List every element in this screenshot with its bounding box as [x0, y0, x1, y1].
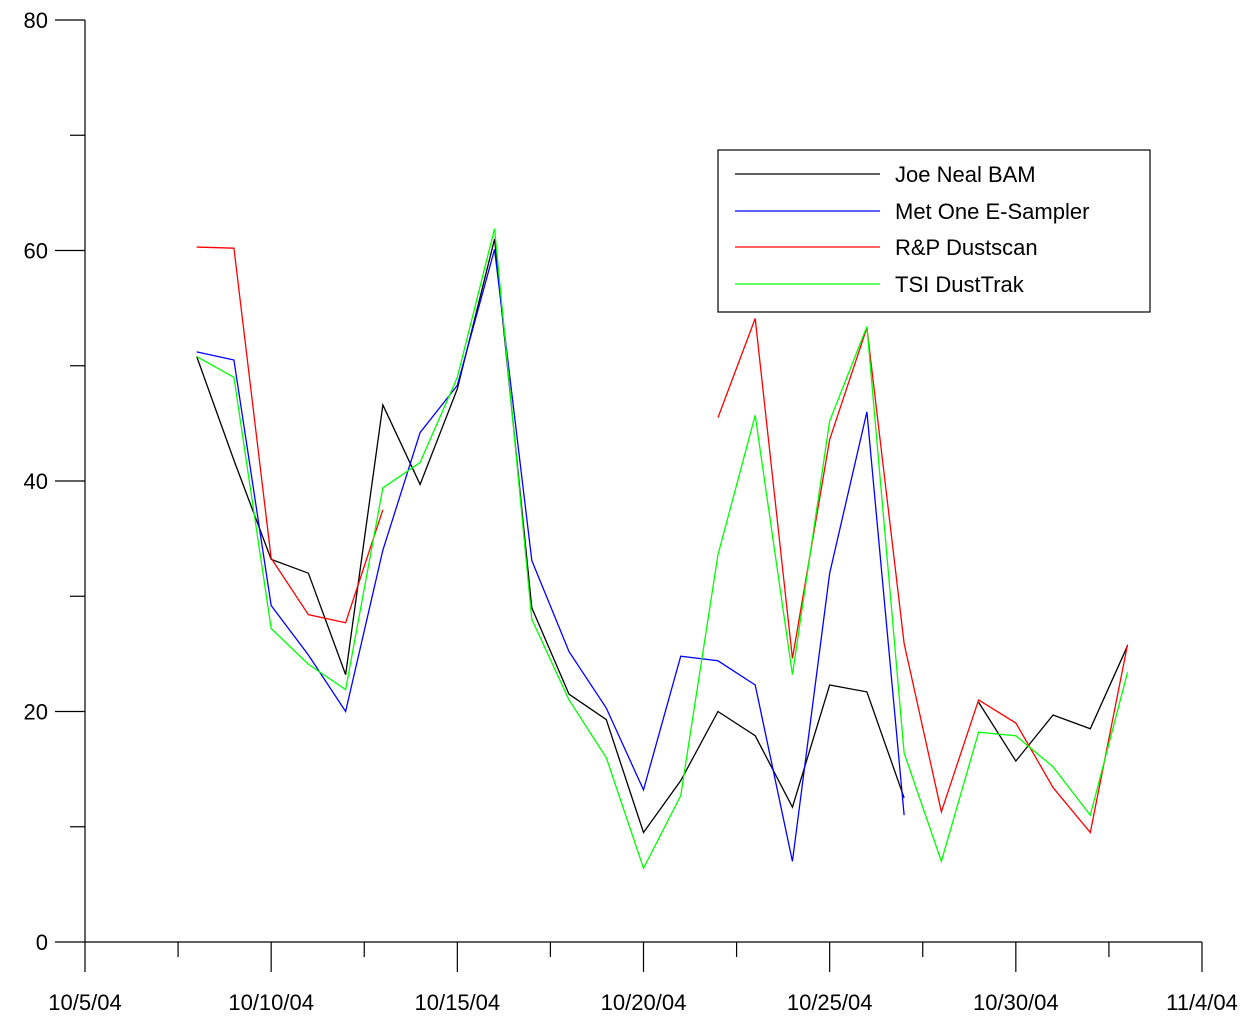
y-tick-label: 60 [24, 239, 48, 264]
series-line-tsi-dusttrak [196, 228, 1129, 870]
series-lines [196, 228, 1129, 870]
legend-label: Joe Neal BAM [895, 162, 1036, 187]
x-tick-label: 10/25/04 [787, 990, 873, 1015]
legend-label: R&P Dustscan [895, 235, 1038, 260]
series-line-joe-neal-bam [196, 238, 1129, 834]
series-line-r-p-dustscan [196, 246, 1129, 834]
legend: Joe Neal BAM Met One E-Sampler R&P Dustsca… [717, 149, 1151, 313]
x-axis-ticks: 10/5/04 10/10/04 10/15/04 10/20/04 10/25/04 1… [48, 942, 1238, 1015]
y-tick-label: 20 [24, 700, 48, 725]
y-tick-label: 0 [36, 930, 48, 955]
y-tick-label: 80 [24, 8, 48, 33]
x-tick-label: 10/15/04 [415, 990, 501, 1015]
legend-label: TSI DustTrak [895, 272, 1025, 297]
x-tick-label: 11/4/04 [1166, 990, 1238, 1015]
y-axis-ticks: 0 20 40 60 80 [24, 8, 85, 955]
x-tick-label: 10/30/04 [973, 990, 1059, 1015]
legend-items: Joe Neal BAM Met One E-Sampler R&P Dustsca… [735, 162, 1089, 297]
x-tick-label: 10/5/04 [48, 990, 121, 1015]
x-tick-label: 10/20/04 [601, 990, 687, 1015]
x-tick-label: 10/10/04 [228, 990, 314, 1015]
axes: 0 20 40 60 80 10/5/04 10/10/04 10/15/04 10/20/0… [24, 8, 1238, 1015]
legend-box [717, 149, 1151, 313]
legend-label: Met One E-Sampler [895, 199, 1089, 224]
series-line-met-one-e-sampler [196, 249, 905, 862]
y-tick-label: 40 [24, 469, 48, 494]
